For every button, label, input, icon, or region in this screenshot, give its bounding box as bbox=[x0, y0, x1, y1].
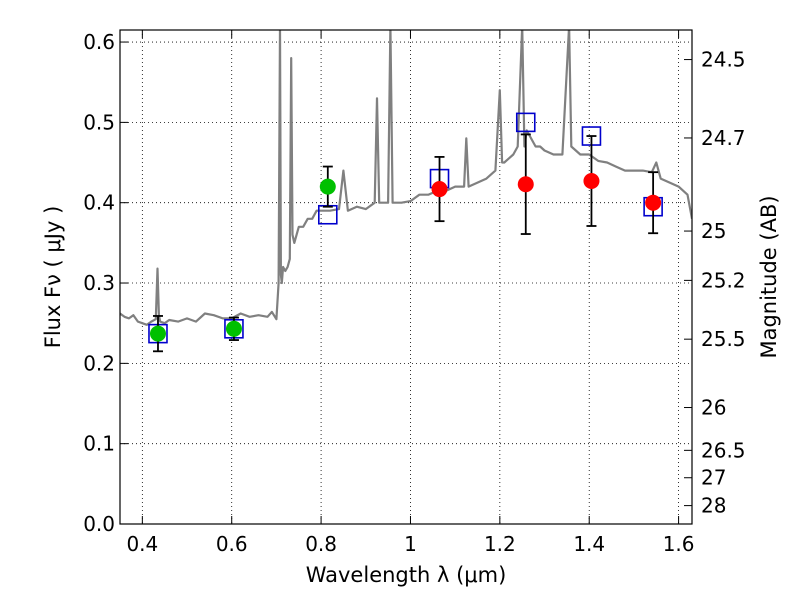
x-tick-label: 0.4 bbox=[126, 532, 158, 556]
observed-point-6 bbox=[645, 194, 662, 211]
y-tick-label: 0.3 bbox=[83, 271, 115, 295]
mag-tick-label: 27 bbox=[701, 466, 726, 490]
observed-point-5 bbox=[583, 173, 600, 190]
x-tick-label: 1 bbox=[404, 532, 417, 556]
observed-point-3 bbox=[431, 181, 448, 198]
x-tick-label: 1.2 bbox=[484, 532, 516, 556]
plot-series bbox=[120, 30, 692, 326]
mag-tick-label: 26.5 bbox=[701, 438, 746, 462]
observed-point-2 bbox=[319, 178, 336, 195]
plot-frame bbox=[119, 29, 693, 525]
y-tick-label: 0.5 bbox=[83, 110, 115, 134]
x-tick-label: 0.6 bbox=[216, 532, 248, 556]
mag-tick-label: 28 bbox=[701, 494, 726, 518]
observed-point-1 bbox=[225, 320, 242, 337]
observed-point-0 bbox=[149, 325, 166, 342]
y-tick-label: 0.0 bbox=[83, 512, 115, 536]
mag-tick-label: 24.5 bbox=[701, 48, 746, 72]
spectrum-line bbox=[120, 30, 692, 326]
mag-tick-label: 25.2 bbox=[701, 268, 746, 292]
plot-markers bbox=[148, 112, 663, 353]
y-tick-label: 0.6 bbox=[83, 30, 115, 54]
y-tick-label: 0.4 bbox=[83, 191, 115, 215]
model-square-4 bbox=[515, 112, 536, 133]
observed-point-4 bbox=[517, 176, 534, 193]
mag-tick-label: 25.5 bbox=[701, 327, 746, 351]
x-axis-label: Wavelength λ (μm) bbox=[306, 563, 507, 587]
mag-tick-label: 26 bbox=[701, 396, 726, 420]
x-tick-label: 0.8 bbox=[305, 532, 337, 556]
y-tick-label: 0.2 bbox=[83, 351, 115, 375]
x-tick-label: 1.4 bbox=[573, 532, 605, 556]
y-axis-label: Flux Fν ( μJy ) bbox=[41, 206, 65, 349]
axis-ticks bbox=[120, 30, 692, 525]
tick-labels: 0.4 0.6 0.8 1 1.2 1.4 1.6 0.0 0.1 0.2 0.3 0.4 0.5 0.6… bbox=[83, 30, 745, 556]
mag-tick-label: 24.7 bbox=[701, 126, 746, 150]
mag-tick-label: 25 bbox=[701, 219, 726, 243]
y-axis-label-right: Magnitude (AB) bbox=[757, 195, 781, 358]
y-tick-label: 0.1 bbox=[83, 432, 115, 456]
x-tick-label: 1.6 bbox=[663, 532, 695, 556]
